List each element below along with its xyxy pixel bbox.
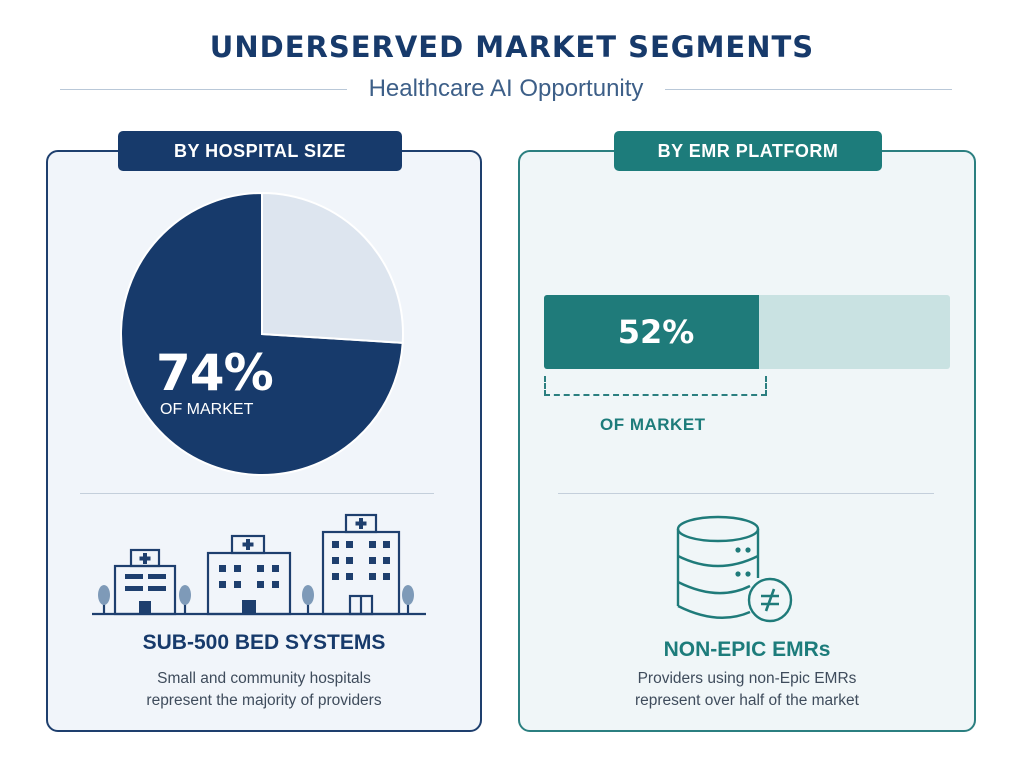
emr-platform-panel — [518, 150, 976, 732]
subtitle-rule-left — [60, 88, 347, 90]
database-not-equal-icon — [676, 515, 793, 623]
page-title: UNDERSERVED MARKET SEGMENTS — [209, 30, 815, 64]
pie-slice-remainder — [261, 191, 404, 344]
right-divider — [558, 493, 934, 494]
emr-bar-sub-label: OF MARKET — [600, 415, 706, 434]
emr-segment-description-line-2: represent over half of the market — [634, 692, 859, 709]
emr-bar-value-label: 52% — [617, 313, 695, 351]
hospital-segment-description-line-2: represent the majority of providers — [146, 692, 382, 709]
hospital-size-tab: BY HOSPITAL SIZE — [118, 131, 402, 171]
emr-bar-bracket — [544, 376, 767, 396]
hospital-buildings-icon — [92, 513, 426, 616]
page-subtitle: Healthcare AI Opportunity — [368, 75, 644, 102]
emr-bar-track — [544, 295, 950, 369]
subtitle-row: Healthcare AI Opportunity — [60, 74, 953, 104]
emr-bar-fill — [544, 295, 759, 369]
emr-segment-description-line-1: Providers using non-Epic EMRs — [637, 670, 857, 687]
emr-segment-title: NON-EPIC EMRs — [663, 638, 831, 661]
emr-platform-tab: BY EMR PLATFORM — [614, 131, 882, 171]
pie-value-sub-label: OF MARKET — [160, 401, 254, 418]
pie-value-label: 74% — [156, 344, 274, 402]
subtitle-rule-right — [665, 88, 953, 90]
hospital-segment-description-line-1: Small and community hospitals — [157, 670, 371, 687]
hospital-segment-title: SUB-500 BED SYSTEMS — [142, 631, 386, 654]
left-divider — [80, 493, 434, 494]
